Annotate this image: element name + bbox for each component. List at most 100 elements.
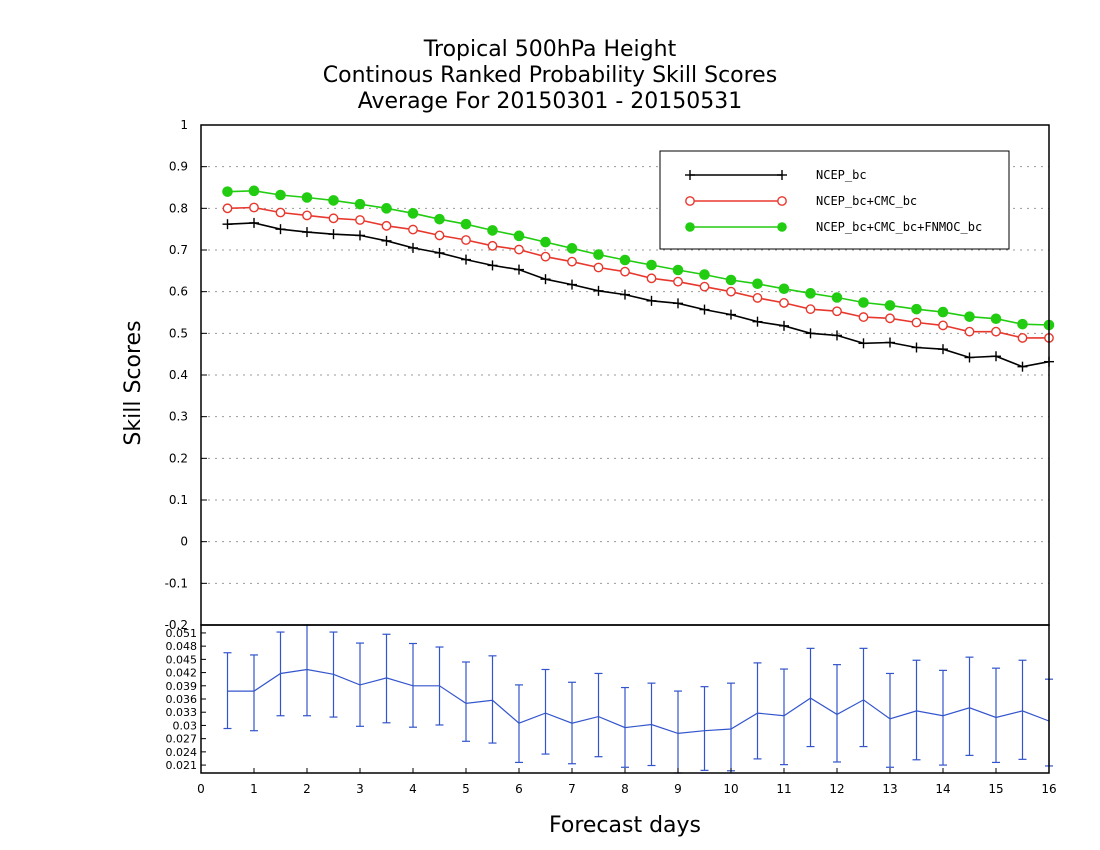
series-point — [355, 215, 365, 225]
series-point — [673, 298, 683, 309]
series-point — [461, 235, 471, 245]
series-point — [699, 304, 710, 315]
legend-label: NCEP_bc+CMC_bc — [816, 194, 917, 208]
error-bar — [1018, 659, 1027, 760]
series-point — [885, 313, 895, 324]
series-point — [248, 185, 260, 197]
series-point — [752, 293, 763, 303]
series-point — [593, 262, 604, 273]
series-point — [434, 213, 445, 225]
difference-series — [223, 624, 1053, 774]
series-point — [911, 303, 922, 315]
error-bar — [939, 669, 947, 766]
series-point — [778, 283, 790, 295]
series-point — [407, 208, 419, 219]
bottom-panel-y-axis: 0.0510.0480.0450.0420.0390.0360.0330.030… — [166, 627, 206, 772]
x-axis-title: Forecast days — [549, 813, 701, 838]
error-bar — [594, 672, 603, 758]
series-point — [991, 351, 1001, 362]
bottom-panel-series — [223, 624, 1053, 774]
series-point — [911, 342, 922, 353]
series-point — [646, 259, 657, 271]
series-point — [726, 286, 736, 297]
series-point — [222, 203, 233, 214]
series-point — [1017, 318, 1028, 330]
series-point — [434, 230, 445, 241]
x-tick-label: 11 — [776, 782, 791, 796]
error-bar — [250, 654, 258, 732]
x-tick-label: 14 — [935, 782, 950, 796]
bottom-y-tick-label: 0.051 — [166, 627, 198, 640]
chart-title-line-2: Continous Ranked Probability Skill Score… — [322, 63, 778, 88]
series-point — [964, 326, 975, 337]
bottom-y-tick-label: 0.045 — [166, 653, 198, 666]
series-point — [726, 309, 736, 320]
series-point — [620, 266, 630, 277]
series-point — [858, 312, 869, 322]
bottom-y-tick-label: 0.042 — [166, 667, 198, 680]
x-tick-label: 8 — [621, 782, 629, 796]
x-axis: 0 1 2 3 4 5 6 7 8 9 10 11 12 13 14 15 16 — [197, 768, 1057, 796]
series-point — [275, 189, 286, 201]
series-point — [222, 219, 233, 230]
x-tick-label: 5 — [462, 782, 470, 796]
series-point — [381, 203, 392, 214]
error-bar — [833, 664, 841, 763]
legend-label: NCEP_bc+CMC_bc+FNMOC_bc — [816, 220, 982, 234]
series-point — [302, 227, 312, 238]
series-point — [567, 279, 577, 290]
series-point — [249, 217, 259, 228]
bottom-y-tick-label: 0.039 — [166, 680, 198, 693]
series-point — [938, 344, 948, 355]
top-y-tick-label: -0.1 — [165, 576, 188, 590]
series-point — [858, 297, 869, 308]
series-point — [487, 260, 498, 271]
series-point — [222, 186, 233, 197]
legend-items: NCEP_bc NCEP_bc+CMC_bc NCEP_bc+CMC_bc+FNMO… — [685, 168, 982, 234]
top-y-tick-label: 0.5 — [169, 326, 188, 340]
series-point — [1017, 361, 1028, 372]
error-bar — [859, 647, 868, 748]
series-point — [805, 304, 816, 315]
x-tick-label: 13 — [882, 782, 897, 796]
series-point — [275, 224, 286, 235]
bottom-y-tick-label: 0.048 — [166, 640, 198, 653]
series-point — [354, 198, 366, 210]
series-ncep-bc-cmc-bc — [222, 202, 1054, 343]
top-y-tick-label: 0 — [180, 535, 188, 549]
series-point — [487, 225, 498, 236]
series-point — [381, 220, 392, 231]
legend-marker — [685, 222, 695, 232]
top-y-tick-label: 0.2 — [169, 451, 188, 465]
error-bar — [753, 662, 762, 760]
legend-marker — [777, 196, 787, 206]
error-bar — [700, 686, 709, 771]
x-tick-label: 10 — [723, 782, 738, 796]
bottom-y-tick-label: 0.024 — [166, 746, 198, 759]
bottom-y-tick-label: 0.021 — [166, 759, 198, 772]
top-y-tick-label: 0.4 — [169, 368, 188, 382]
top-y-tick-label: 0.9 — [169, 160, 188, 174]
chart-title-line-1: Tropical 500hPa Height — [423, 37, 677, 62]
legend-box — [659, 150, 1010, 250]
x-tick-label: 7 — [568, 782, 576, 796]
legend-entry: NCEP_bc+CMC_bc+FNMOC_bc — [685, 220, 982, 234]
bottom-y-tick-label: 0.033 — [166, 706, 198, 719]
x-tick-label: 0 — [197, 782, 205, 796]
error-bar — [992, 667, 1000, 764]
y-axis-title: Skill Scores — [121, 320, 146, 445]
legend-entry: NCEP_bc — [685, 168, 867, 182]
series-point — [831, 292, 843, 303]
error-bar — [462, 661, 470, 742]
error-bar — [912, 659, 921, 761]
series-point — [540, 251, 551, 262]
error-bar — [780, 668, 788, 766]
error-bar — [541, 668, 550, 755]
series-point — [620, 289, 630, 300]
bottom-y-tick-label: 0.036 — [166, 693, 198, 706]
series-point — [593, 285, 604, 296]
x-tick-label: 12 — [829, 782, 844, 796]
legend-marker — [685, 196, 695, 206]
x-tick-label: 2 — [303, 782, 311, 796]
x-tick-label: 6 — [515, 782, 523, 796]
